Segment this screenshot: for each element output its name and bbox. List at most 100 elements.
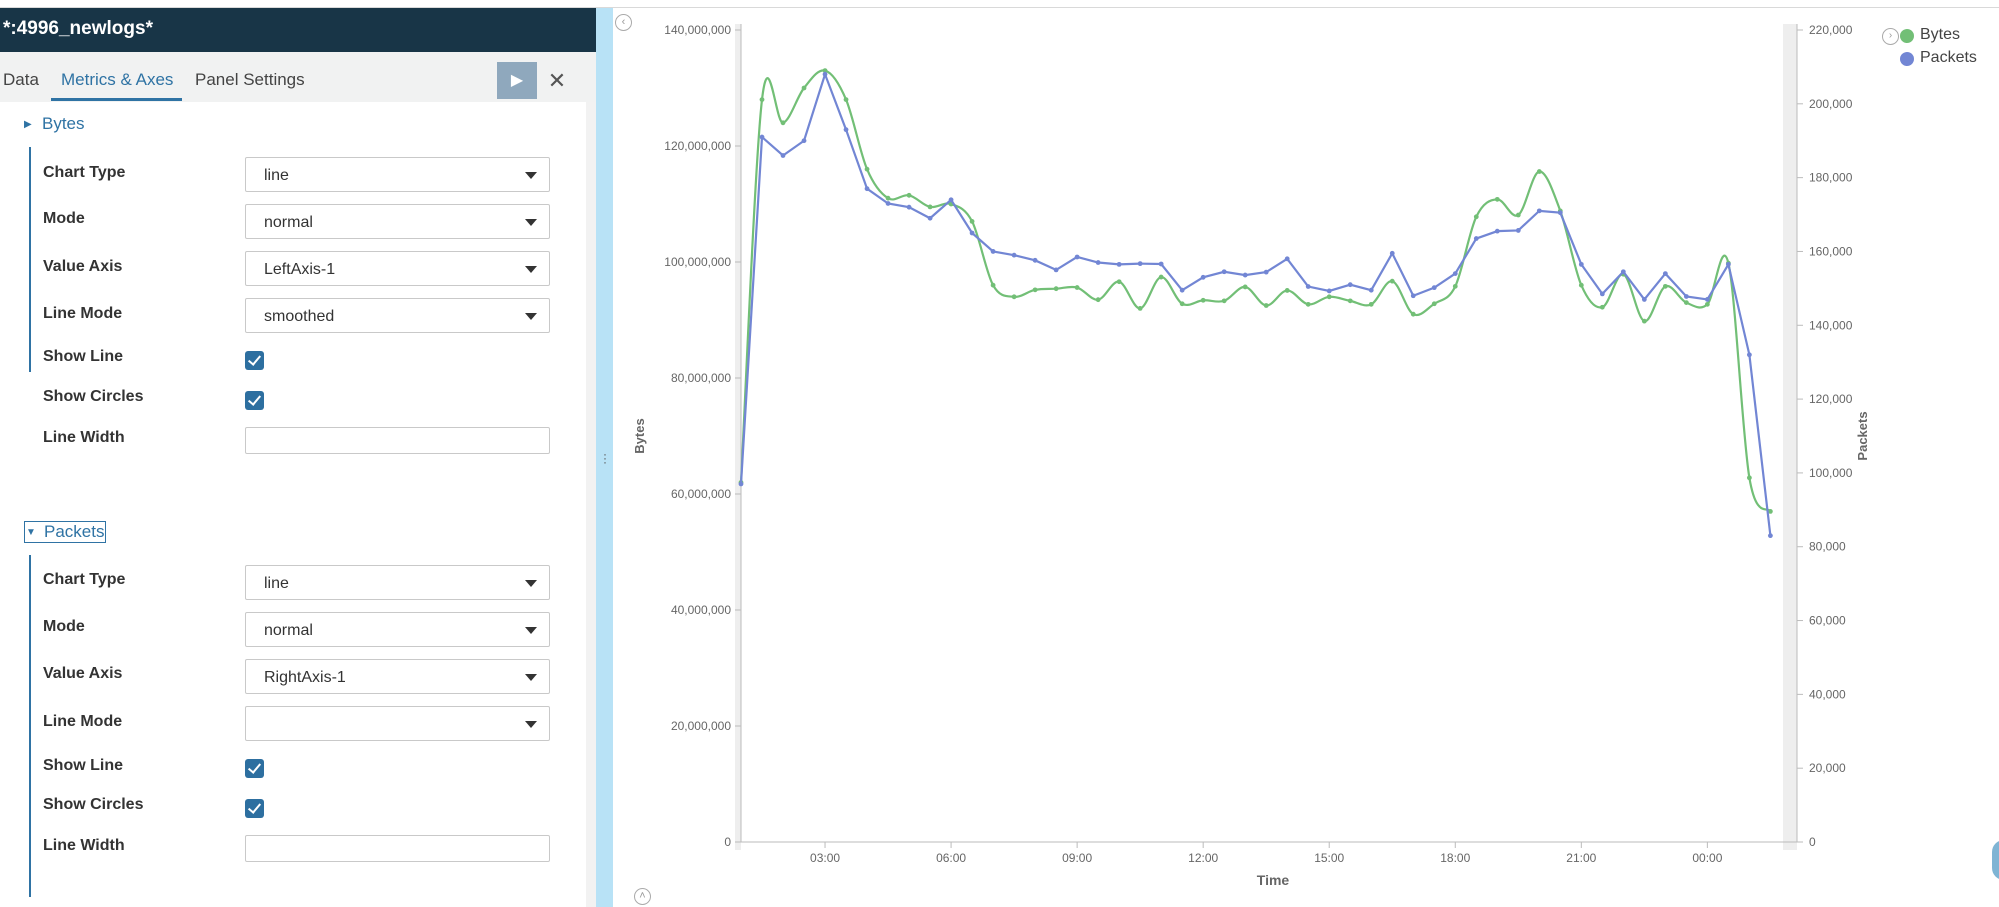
bytes-line-mode-value: smoothed [264,308,335,325]
legend-item-packets[interactable]: Packets [1900,49,1977,71]
bytes-section-header[interactable]: ▶ Bytes [24,114,85,134]
bytes-show-circles-label: Show Circles [43,388,144,405]
data-point-packets [885,201,891,206]
chevron-down-icon [525,219,537,226]
data-point-packets [948,197,954,203]
x-tick-label: 00:00 [1692,851,1722,865]
data-point-packets [1116,261,1122,267]
packets-show-circles-checkbox[interactable] [245,799,264,818]
data-point-packets [1767,533,1773,539]
tab-bar: Data Metrics & Axes Panel Settings ▶ ✕ [0,52,596,102]
x-tick-label: 06:00 [936,851,966,865]
close-button[interactable]: ✕ [546,62,568,99]
tab-metrics-axes[interactable]: Metrics & Axes [61,70,174,89]
packets-value-axis-label: Value Axis [43,665,123,682]
right-tick-label: 160,000 [1809,244,1853,258]
right-tick-label: 60,000 [1809,614,1846,628]
data-point-bytes [1578,282,1584,288]
data-point-packets [1599,291,1605,297]
data-point-bytes [1347,298,1353,304]
packets-show-line-label: Show Line [43,757,123,774]
data-point-packets [1746,352,1752,358]
data-point-packets [1389,250,1395,256]
chart-svg: 0 20,000,000 40,000,000 60,000,000 80,000,00… [632,23,1870,888]
data-point-bytes [1137,306,1143,311]
data-point-bytes [1326,294,1332,300]
left-tick-label: 0 [724,835,731,849]
data-point-bytes [1011,294,1017,300]
bytes-mode-select[interactable]: normal [245,204,550,239]
data-point-bytes [1767,509,1773,514]
legend-label-bytes: Bytes [1920,26,1961,43]
chevron-down-icon [525,172,537,179]
packets-line-mode-select[interactable] [245,706,550,741]
data-point-packets [1557,210,1563,216]
packets-section-header[interactable]: ▼ Packets [24,521,107,543]
right-tick-label: 0 [1809,835,1816,849]
data-point-packets [1662,271,1668,276]
side-drawer-handle[interactable] [1992,840,1999,880]
data-point-packets [1410,293,1416,299]
data-point-packets [1074,254,1080,260]
data-point-bytes [990,282,996,288]
data-point-packets [1578,261,1584,267]
x-tick-label: 12:00 [1188,851,1218,865]
bytes-show-line-checkbox[interactable] [245,351,264,370]
legend-toggle-icon[interactable]: › [1882,28,1899,45]
bytes-value-axis-select[interactable]: LeftAxis-1 [245,251,550,286]
data-point-bytes [1053,286,1059,292]
packets-line-width-label: Line Width [43,837,125,854]
data-point-bytes [1536,169,1542,174]
panel-scrollbar[interactable] [586,102,596,907]
data-point-bytes [1515,212,1521,218]
panel-splitter[interactable]: · · · [596,8,613,907]
packets-show-circles-label: Show Circles [43,796,144,813]
right-tick-label: 180,000 [1809,171,1853,185]
data-point-bytes [1200,297,1206,303]
bytes-chart-type-select[interactable]: line [245,157,550,192]
data-point-packets [906,204,912,210]
data-point-packets [1284,256,1290,262]
collapse-left-icon[interactable]: ‹ [615,14,632,31]
x-tick-label: 03:00 [810,851,840,865]
data-point-packets [1704,297,1710,302]
data-point-packets [1158,261,1164,267]
collapse-up-icon[interactable]: ˄ [634,888,651,905]
apply-button[interactable]: ▶ [497,62,537,99]
data-point-packets [780,153,786,158]
editor-panel: *:4996_newlogs* Data Metrics & Axes Pane… [0,8,596,907]
data-point-packets [1683,294,1689,299]
series-line-bytes [739,69,1772,513]
left-tick-label: 120,000,000 [664,139,731,153]
right-tick-label: 140,000 [1809,318,1853,332]
left-axis-gutter [735,24,741,850]
left-tick-label: 140,000,000 [664,23,731,37]
chevron-right-icon: ▶ [24,119,32,131]
data-point-packets [1221,269,1227,275]
bytes-line-width-input[interactable] [245,427,550,454]
data-point-bytes [1431,301,1437,307]
packets-mode-select[interactable]: normal [245,612,550,647]
legend-item-bytes[interactable]: Bytes [1900,26,1977,48]
packets-value-axis-select[interactable]: RightAxis-1 [245,659,550,694]
play-icon: ▶ [510,72,524,89]
tab-data[interactable]: Data [3,70,39,89]
chart-area: 0 20,000,000 40,000,000 60,000,000 80,000,00… [613,8,1999,907]
bytes-show-circles-checkbox[interactable] [245,391,264,410]
data-point-bytes [1494,196,1500,202]
data-point-packets [1200,274,1206,280]
data-point-packets [843,127,849,133]
tab-panel-settings[interactable]: Panel Settings [195,70,305,89]
chevron-down-icon [525,721,537,728]
packets-line-mode-label: Line Mode [43,713,123,730]
packets-line-width-input[interactable] [245,835,550,862]
packets-show-line-checkbox[interactable] [245,759,264,778]
data-point-bytes [1662,283,1668,289]
data-point-bytes [969,219,975,224]
right-tick-label: 20,000 [1809,761,1846,775]
packets-chart-type-select[interactable]: line [245,565,550,600]
bytes-line-mode-select[interactable]: smoothed [245,298,550,333]
data-point-bytes [1032,287,1038,293]
data-point-packets [1326,288,1332,294]
